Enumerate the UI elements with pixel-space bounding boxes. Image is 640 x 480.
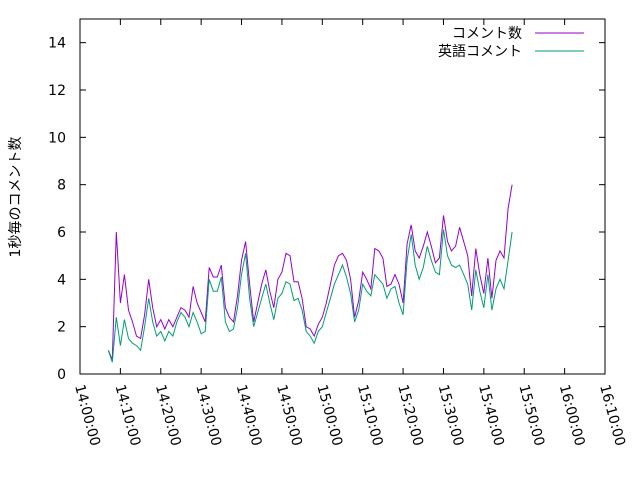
series-group	[107, 184, 513, 363]
y-tick-label: 10	[48, 130, 66, 146]
x-tick-label: 15:40:00	[475, 383, 507, 448]
x-tick-label: 16:00:00	[556, 383, 588, 448]
y-tick-label: 8	[57, 178, 66, 194]
y-tick-label: 12	[48, 83, 66, 99]
ticks: 0 2 4 6 8 10 12 14 14:00:00 14:10:00 14:20:00 14:30…	[48, 19, 628, 448]
y-tick-label: 0	[57, 367, 66, 383]
x-tick-label: 14:30:00	[192, 383, 224, 448]
y-tick-label: 14	[48, 36, 66, 52]
x-tick-label: 15:50:00	[515, 383, 547, 448]
plot-border	[79, 18, 606, 375]
x-tick-label: 15:00:00	[313, 383, 345, 448]
y-tick-label: 4	[57, 272, 66, 288]
x-tick-label: 14:20:00	[152, 383, 184, 448]
x-tick-label: 15:30:00	[435, 383, 467, 448]
x-tick-label: 14:40:00	[233, 383, 265, 448]
x-tick-label: 15:10:00	[354, 383, 386, 448]
x-tick-label: 14:00:00	[71, 383, 103, 448]
x-tick-label: 15:20:00	[394, 383, 426, 448]
x-tick-label: 14:50:00	[273, 383, 305, 448]
y-axis-label: 1秒毎のコメント数	[8, 137, 24, 258]
x-tick-label: 14:10:00	[112, 383, 144, 448]
y-tick-label: 6	[57, 225, 66, 241]
series-line-2	[107, 229, 513, 363]
legend-label-2: 英語コメント	[438, 43, 522, 60]
y-tick-label: 2	[57, 320, 66, 336]
legend-label-1: コメント数	[452, 26, 522, 42]
x-tick-label: 16:10:00	[596, 383, 628, 448]
series-line-1	[107, 184, 513, 360]
axes	[79, 18, 606, 375]
